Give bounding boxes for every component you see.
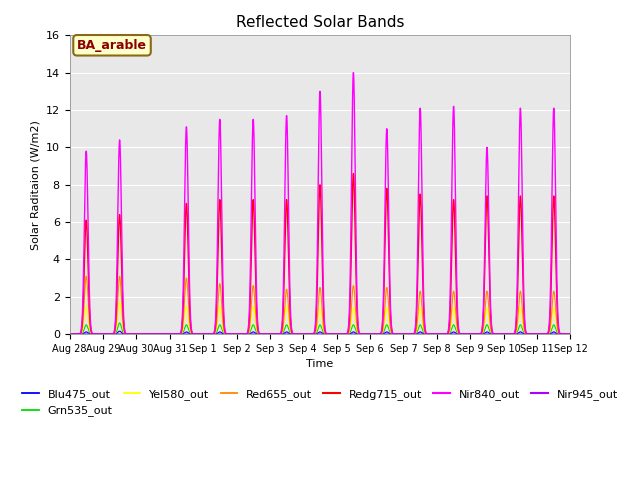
Red655_out (66, 331, 74, 337)
Line: Red655_out: Red655_out (70, 276, 570, 334)
Nir945_out (519, 331, 527, 337)
Red655_out (378, 331, 385, 336)
Yel580_out (149, 331, 157, 337)
Yel580_out (173, 331, 181, 337)
Blu475_out (149, 331, 157, 337)
Redg715_out (149, 331, 157, 337)
Red655_out (566, 331, 574, 337)
Yel580_out (519, 322, 527, 328)
Grn535_out (173, 331, 181, 337)
Nir945_out (173, 331, 180, 337)
Red655_out (206, 331, 214, 337)
Nir840_out (378, 329, 385, 335)
Yel580_out (566, 331, 574, 337)
X-axis label: Time: Time (307, 360, 333, 370)
Nir840_out (519, 251, 527, 257)
Redg715_out (566, 331, 574, 337)
Blu475_out (206, 331, 214, 337)
Blu475_out (519, 330, 527, 336)
Nir840_out (66, 331, 74, 337)
Grn535_out (116, 320, 124, 326)
Red655_out (83, 274, 90, 279)
Nir945_out (566, 331, 574, 337)
Line: Yel580_out: Yel580_out (70, 302, 570, 334)
Nir945_out (566, 331, 574, 337)
Nir840_out (349, 70, 357, 75)
Blu475_out (566, 331, 574, 337)
Red655_out (369, 331, 376, 337)
Blu475_out (116, 328, 124, 334)
Yel580_out (378, 331, 385, 336)
Blu475_out (566, 331, 574, 337)
Line: Nir840_out: Nir840_out (70, 72, 570, 334)
Yel580_out (66, 331, 74, 337)
Legend: Blu475_out, Grn535_out, Yel580_out, Red655_out, Redg715_out, Nir840_out, Nir945_: Blu475_out, Grn535_out, Yel580_out, Red6… (17, 384, 623, 421)
Redg715_out (173, 331, 180, 337)
Nir840_out (566, 331, 574, 337)
Grn535_out (566, 331, 574, 337)
Line: Grn535_out: Grn535_out (70, 323, 570, 334)
Nir840_out (173, 331, 180, 337)
Nir945_out (377, 331, 385, 337)
Redg715_out (369, 331, 376, 337)
Grn535_out (378, 331, 385, 337)
Redg715_out (349, 171, 357, 177)
Blu475_out (369, 331, 376, 337)
Red655_out (519, 316, 527, 322)
Grn535_out (206, 331, 214, 337)
Red655_out (149, 331, 157, 337)
Line: Redg715_out: Redg715_out (70, 174, 570, 334)
Y-axis label: Solar Raditaion (W/m2): Solar Raditaion (W/m2) (30, 120, 40, 250)
Yel580_out (369, 331, 376, 337)
Grn535_out (66, 331, 74, 337)
Blu475_out (66, 331, 74, 337)
Grn535_out (369, 331, 376, 337)
Redg715_out (205, 331, 213, 337)
Blu475_out (173, 331, 181, 337)
Nir840_out (205, 331, 213, 337)
Nir840_out (566, 331, 574, 337)
Yel580_out (566, 331, 574, 337)
Nir840_out (149, 331, 157, 337)
Red655_out (566, 331, 574, 337)
Grn535_out (566, 331, 574, 337)
Nir945_out (369, 331, 376, 337)
Grn535_out (519, 328, 527, 334)
Nir945_out (205, 331, 213, 337)
Grn535_out (149, 331, 157, 337)
Text: BA_arable: BA_arable (77, 39, 147, 52)
Title: Reflected Solar Bands: Reflected Solar Bands (236, 15, 404, 30)
Redg715_out (566, 331, 574, 337)
Yel580_out (206, 331, 214, 337)
Redg715_out (519, 282, 527, 288)
Yel580_out (116, 300, 124, 305)
Blu475_out (378, 331, 385, 337)
Redg715_out (378, 329, 385, 335)
Nir945_out (66, 331, 74, 337)
Red655_out (173, 331, 181, 337)
Line: Blu475_out: Blu475_out (70, 331, 570, 334)
Redg715_out (66, 331, 74, 337)
Nir840_out (369, 331, 376, 337)
